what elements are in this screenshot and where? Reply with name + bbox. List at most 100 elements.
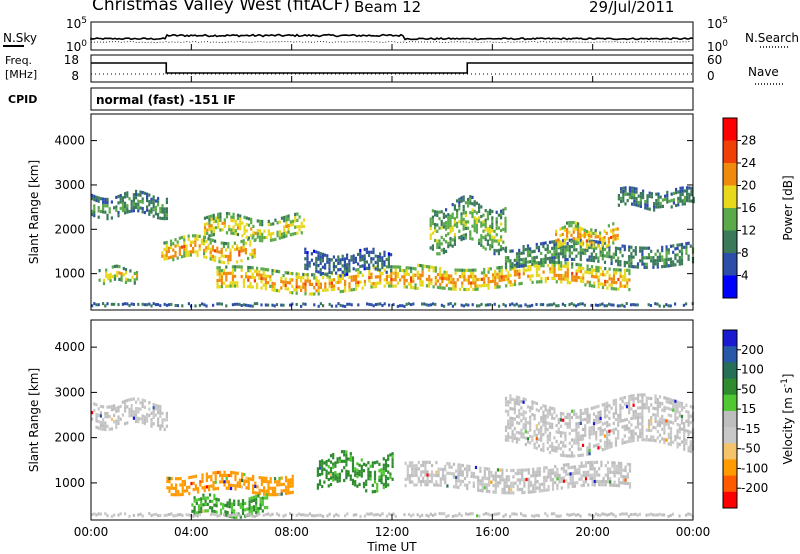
velocity-panel-cell: [213, 497, 216, 501]
power-panel-cell: [564, 261, 567, 265]
velocity-panel-cell: [559, 447, 563, 451]
power-panel-cell: [575, 248, 578, 252]
power-panel-cell: [628, 195, 631, 200]
power-panel-cell: [464, 220, 467, 224]
power-panel-cell: [599, 247, 602, 251]
power-panel-cell: [304, 247, 307, 251]
velocity-panel-cell: [515, 440, 519, 444]
power-panel-cell: [465, 268, 468, 272]
velocity-panel-cell: [135, 400, 138, 404]
power-panel-cell: [575, 269, 578, 273]
power-panel-cell: [434, 229, 437, 233]
velocity-panel-cell: [569, 481, 572, 486]
velocity-panel-cell: [249, 513, 252, 517]
velocity-panel-cell: [630, 423, 633, 427]
power-panel-cell: [256, 269, 259, 274]
velocity-panel-cell: [91, 417, 94, 421]
velocity-panel-cell: [106, 405, 109, 409]
velocity-panel-cell: [591, 476, 594, 480]
velocity-panel-cell: [394, 514, 397, 518]
power-panel-cell: [225, 242, 228, 246]
power-panel-cell: [575, 272, 578, 276]
power-panel-cell: [559, 252, 563, 256]
velocity-panel-cell: [529, 422, 532, 426]
power-panel-cell: [635, 200, 638, 204]
velocity-panel-cell: [252, 495, 256, 499]
power-panel-cell: [529, 260, 532, 264]
velocity-panel-cell: [630, 432, 633, 437]
velocity-panel-cell: [641, 402, 644, 407]
power-panel-cell: [247, 278, 250, 282]
power-panel-cell: [269, 232, 273, 236]
velocity-panel-cell: [566, 415, 569, 420]
velocity-panel-cell: [200, 500, 203, 504]
power-panel-cell: [132, 196, 135, 200]
velocity-panel-cell: [472, 481, 475, 485]
power-panel-cell: [261, 235, 264, 240]
velocity-panel-cell: [241, 475, 244, 479]
velocity-panel-cell: [667, 514, 670, 518]
velocity-panel-cell: [115, 422, 118, 426]
velocity-panel-cell: [590, 513, 593, 517]
velocity-panel-cell: [213, 509, 216, 514]
velocity-panel-cell: [535, 433, 538, 438]
power-panel-cell: [566, 231, 569, 235]
power-panel-cell: [527, 268, 530, 272]
velocity-panel-cell: [406, 464, 409, 468]
power-panel-cell: [425, 303, 428, 307]
velocity-panel-cell: [611, 464, 614, 468]
power-panel-cell: [330, 278, 333, 282]
velocity-panel-cell: [278, 513, 281, 517]
power-panel-cell: [496, 272, 499, 276]
velocity-panel-cell: [630, 407, 633, 411]
velocity-panel-cell: [287, 478, 290, 482]
velocity-panel-cell: [636, 400, 640, 404]
velocity-panel-cell: [255, 501, 258, 505]
power-panel-cell: [421, 267, 424, 271]
power-panel-cell: [287, 224, 290, 228]
velocity-panel-cell: [218, 514, 221, 517]
power-panel-cell: [599, 253, 602, 257]
velocity-panel-cell: [325, 469, 328, 473]
velocity-panel-cell: [580, 461, 583, 465]
velocity-panel-cell: [582, 474, 585, 478]
velocity-panel-cell: [584, 424, 587, 428]
power-panel-cell: [480, 302, 483, 306]
velocity-panel-cell: [391, 464, 394, 469]
power-panel-cell: [231, 271, 234, 275]
power-panel-cell: [665, 258, 668, 262]
velocity-panel-cell: [529, 484, 533, 488]
power-panel-cell: [445, 233, 448, 237]
power-panel-cell: [472, 275, 475, 279]
power-panel-cell: [137, 193, 140, 197]
velocity-panel-cell: [203, 488, 206, 493]
velocity-panel-cell: [135, 413, 138, 417]
power-panel-cell: [515, 258, 519, 262]
velocity-panel-cell: [316, 483, 319, 487]
velocity-panel-cell: [97, 512, 100, 516]
velocity-panel-cell: [579, 418, 582, 422]
power-panel-cell: [562, 277, 565, 281]
power-panel-cell: [210, 230, 213, 234]
power-panel-cell: [493, 248, 496, 253]
velocity-panel-cell: [683, 438, 686, 442]
velocity-panel-cell: [533, 417, 536, 421]
power-panel-cell: [438, 242, 441, 246]
power-panel-cell: [229, 248, 232, 252]
velocity-panel-cell: [584, 480, 588, 484]
power-panel-cell: [247, 304, 250, 308]
velocity-panel-cell: [595, 415, 598, 419]
velocity-panel-cell: [606, 420, 609, 425]
power-panel-cell: [634, 246, 637, 250]
power-panel-cell: [581, 227, 584, 231]
velocity-panel-cell: [512, 491, 515, 495]
beam-label: Beam 12: [354, 0, 422, 16]
power-panel-cell: [294, 225, 297, 229]
velocity-panel-cell: [521, 471, 524, 475]
velocity-panel-cell: [619, 419, 622, 423]
power-panel-cell: [579, 269, 583, 274]
velocity-panel-cell: [427, 514, 430, 518]
velocity-panel-cell: [130, 397, 133, 401]
velocity-panel-cell: [641, 438, 644, 442]
velocity-panel-cell: [658, 401, 662, 405]
